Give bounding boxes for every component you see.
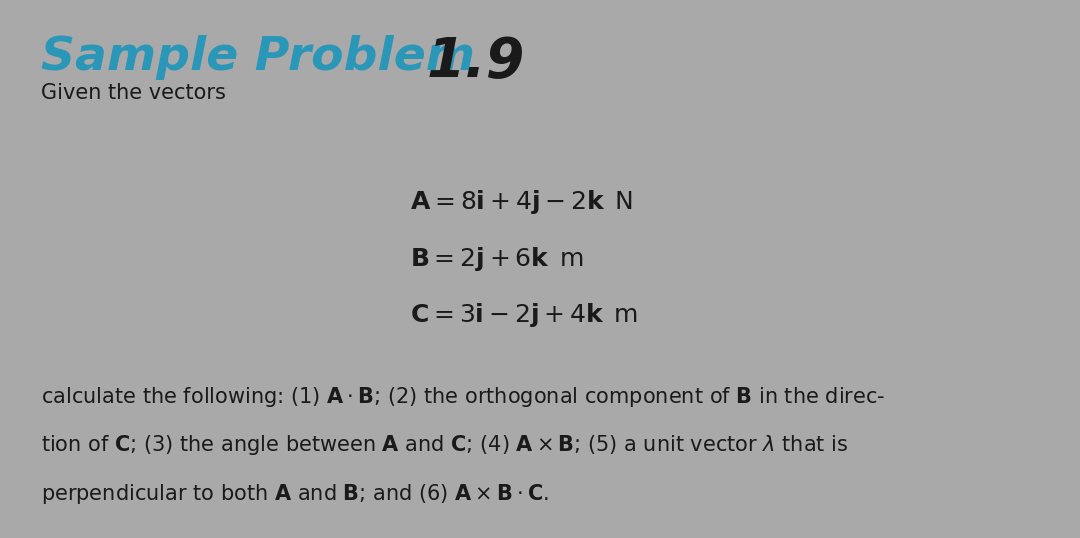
Text: Given the vectors: Given the vectors — [41, 83, 226, 103]
Text: tion of $\mathbf{C}$; (3) the angle between $\mathbf{A}$ and $\mathbf{C}$; (4) $: tion of $\mathbf{C}$; (3) the angle betw… — [41, 433, 849, 457]
Text: Sample Problem: Sample Problem — [41, 35, 475, 80]
Text: 1.9: 1.9 — [427, 35, 525, 89]
Text: $\mathbf{A} = 8\mathbf{i} + 4\mathbf{j} - 2\mathbf{k}\,$ N: $\mathbf{A} = 8\mathbf{i} + 4\mathbf{j} … — [410, 188, 634, 216]
Text: calculate the following: (1) $\mathbf{A} \cdot \mathbf{B}$; (2) the orthogonal c: calculate the following: (1) $\mathbf{A}… — [41, 385, 886, 409]
Text: perpendicular to both $\mathbf{A}$ and $\mathbf{B}$; and (6) $\mathbf{A} \times : perpendicular to both $\mathbf{A}$ and $… — [41, 482, 549, 506]
Text: $\mathbf{C} = 3\mathbf{i} - 2\mathbf{j} + 4\mathbf{k}\,$ m: $\mathbf{C} = 3\mathbf{i} - 2\mathbf{j} … — [410, 301, 638, 329]
Text: $\mathbf{B} = 2\mathbf{j} + 6\mathbf{k}\,$ m: $\mathbf{B} = 2\mathbf{j} + 6\mathbf{k}\… — [410, 245, 584, 273]
